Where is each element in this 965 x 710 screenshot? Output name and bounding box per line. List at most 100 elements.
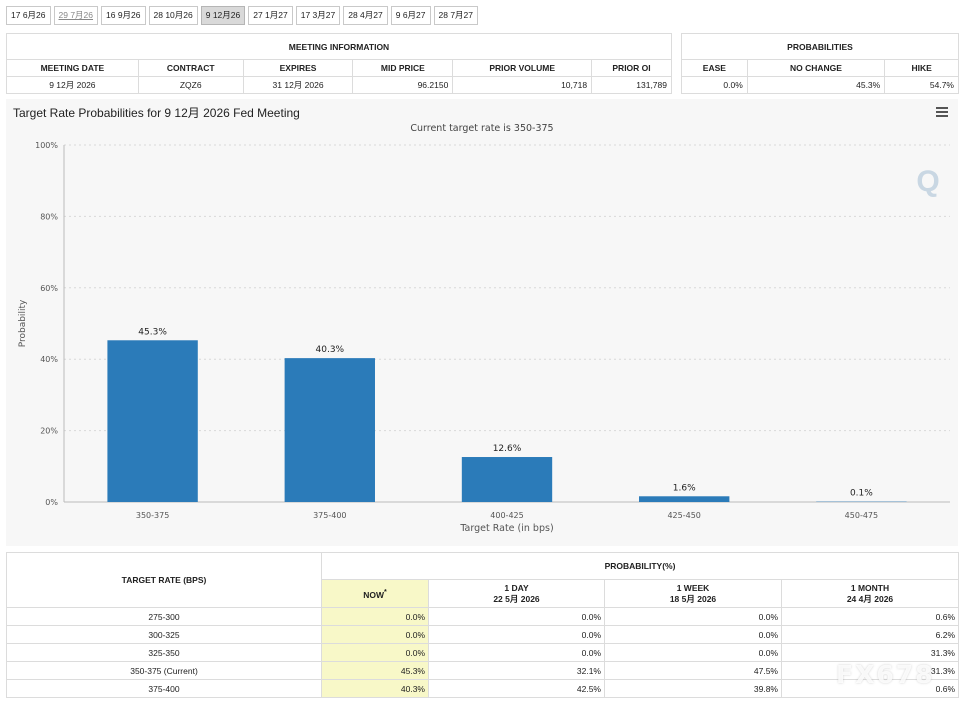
chart-menu-icon[interactable] — [936, 107, 948, 117]
bar-data-label: 1.6% — [673, 483, 696, 493]
bar-data-label: 12.6% — [493, 444, 522, 454]
one-week-cell: 47.5% — [604, 661, 782, 680]
now-cell: 0.0% — [321, 625, 429, 644]
tab-meeting-date[interactable]: 28 10月26 — [148, 6, 198, 25]
one-week-label: 1 WEEK — [676, 582, 710, 593]
one-month-cell: 0.6% — [781, 679, 959, 698]
one-day-date: 22 5月 2026 — [493, 593, 540, 604]
column-header: CONTRACT — [137, 59, 244, 77]
target-rate-chart: 0% 20% 40% 60% 80% 100% Probability 45.3% 350-37… — [6, 99, 958, 546]
probability-group-header: PROBABILITY(%) — [321, 552, 959, 580]
tab-meeting-date[interactable]: 28 4月27 — [343, 6, 388, 25]
tab-meeting-date[interactable]: 17 3月27 — [295, 6, 341, 25]
now-cell: 40.3% — [321, 679, 429, 698]
one-week-date: 18 5月 2026 — [669, 593, 717, 604]
bar — [639, 496, 730, 502]
prior-oi-value: 131,789 — [591, 76, 672, 94]
y-tick-label: 60% — [40, 284, 58, 293]
x-tick-label: 425-450 — [667, 511, 700, 520]
meeting-information-table: MEETING INFORMATION MEETING DATE CONTRAC… — [6, 33, 672, 94]
bar — [107, 340, 198, 502]
table-row: 325-350 0.0% 0.0% 0.0% 31.3% — [6, 643, 959, 662]
table-row: 275-300 0.0% 0.0% 0.0% 0.6% — [6, 607, 959, 626]
column-header: PRIOR VOLUME — [452, 59, 593, 77]
tab-meeting-date[interactable]: 9 6月27 — [390, 6, 431, 25]
tab-meeting-date[interactable]: 27 1月27 — [248, 6, 293, 25]
contract-value: ZQZ6 — [137, 76, 244, 94]
x-tick-label: 350-375 — [136, 511, 169, 520]
column-header: PRIOR OI — [591, 59, 672, 77]
one-month-cell: 31.3% — [781, 643, 959, 662]
watermark-logo: FX678 — [836, 660, 935, 689]
one-week-cell: 0.0% — [604, 625, 782, 644]
table-row: 300-325 0.0% 0.0% 0.0% 6.2% — [6, 625, 959, 644]
y-tick-label: 80% — [40, 212, 58, 221]
column-header: NO CHANGE — [746, 59, 886, 77]
one-month-date: 24 4月 2026 — [846, 593, 894, 604]
one-week-column-header: 1 WEEK 18 5月 2026 — [604, 579, 782, 608]
ease-value: 0.0% — [681, 76, 748, 94]
target-rate-cell: 375-400 — [6, 679, 322, 698]
one-month-column-header: 1 MONTH 24 4月 2026 — [781, 579, 959, 608]
no-change-value: 45.3% — [746, 76, 886, 94]
column-header: EASE — [681, 59, 748, 77]
one-month-label: 1 MONTH — [850, 582, 890, 593]
y-tick-label: 20% — [40, 427, 58, 436]
one-week-cell: 39.8% — [604, 679, 782, 698]
chart-svg: 0% 20% 40% 60% 80% 100% Probability 45.3% 350-37… — [18, 141, 950, 534]
now-label: NOW — [363, 589, 384, 600]
now-cell: 0.0% — [321, 643, 429, 662]
target-rate-cell: 275-300 — [6, 607, 322, 626]
y-tick-label: 100% — [35, 141, 58, 150]
one-week-cell: 0.0% — [604, 607, 782, 626]
probability-history-table: TARGET RATE (BPS) PROBABILITY(%) NOW* 1 … — [6, 552, 959, 698]
target-rate-header: TARGET RATE (BPS) — [6, 552, 322, 608]
y-axis-title: Probability — [18, 299, 28, 347]
y-tick-label: 40% — [40, 355, 58, 364]
bar — [284, 358, 375, 502]
x-tick-label: 375-400 — [313, 511, 346, 520]
expires-value: 31 12月 2026 — [242, 76, 354, 94]
now-cell: 0.0% — [321, 607, 429, 626]
tab-meeting-date[interactable]: 28 7月27 — [433, 6, 479, 25]
bar-data-label: 40.3% — [316, 345, 345, 355]
tab-meeting-date[interactable]: 17 6月26 — [6, 6, 51, 25]
target-rate-cell: 350-375 (Current) — [6, 661, 322, 680]
one-day-cell: 0.0% — [428, 625, 605, 644]
hike-value: 54.7% — [884, 76, 959, 94]
x-tick-label: 400-425 — [490, 511, 523, 520]
y-tick-label: 0% — [45, 498, 58, 507]
meeting-information-title: MEETING INFORMATION — [6, 33, 672, 60]
column-header: EXPIRES — [242, 59, 354, 77]
tab-meeting-date-active[interactable]: 9 12月26 — [200, 6, 246, 25]
prior-volume-value: 10,718 — [452, 76, 593, 94]
now-cell: 45.3% — [321, 661, 429, 680]
mid-price-value: 96.2150 — [352, 76, 454, 94]
table-row: 375-400 40.3% 42.5% 39.8% 0.6% — [6, 679, 959, 698]
one-day-cell: 32.1% — [428, 661, 605, 680]
tab-meeting-date[interactable]: 29 7月26 — [53, 6, 98, 25]
bar-data-label: 0.1% — [850, 489, 873, 499]
chart-subtitle: Current target rate is 350-375 — [410, 123, 554, 134]
target-rate-cell: 300-325 — [6, 625, 322, 644]
tab-meeting-date[interactable]: 16 9月26 — [101, 6, 146, 25]
meeting-date-value: 9 12月 2026 — [6, 76, 139, 94]
q-logo-icon: Q — [916, 165, 939, 198]
x-tick-label: 450-475 — [845, 511, 878, 520]
column-header: MID PRICE — [352, 59, 454, 77]
one-day-label: 1 DAY — [504, 582, 529, 593]
one-day-cell: 0.0% — [428, 643, 605, 662]
x-axis-title: Target Rate (in bps) — [459, 523, 553, 534]
one-day-column-header: 1 DAY 22 5月 2026 — [428, 579, 605, 608]
one-week-cell: 0.0% — [604, 643, 782, 662]
bar — [461, 457, 553, 502]
one-month-cell: 6.2% — [781, 625, 959, 644]
probabilities-title: PROBABILITIES — [681, 33, 959, 60]
bar-data-label: 45.3% — [138, 327, 167, 337]
one-day-cell: 0.0% — [428, 607, 605, 626]
target-rate-cell: 325-350 — [6, 643, 322, 662]
one-month-cell: 0.6% — [781, 607, 959, 626]
now-footnote-mark: * — [384, 587, 387, 596]
table-row: 350-375 (Current) 45.3% 32.1% 47.5% 31.3… — [6, 661, 959, 680]
probabilities-table: PROBABILITIES EASE NO CHANGE HIKE 0.0% 4… — [681, 33, 959, 94]
